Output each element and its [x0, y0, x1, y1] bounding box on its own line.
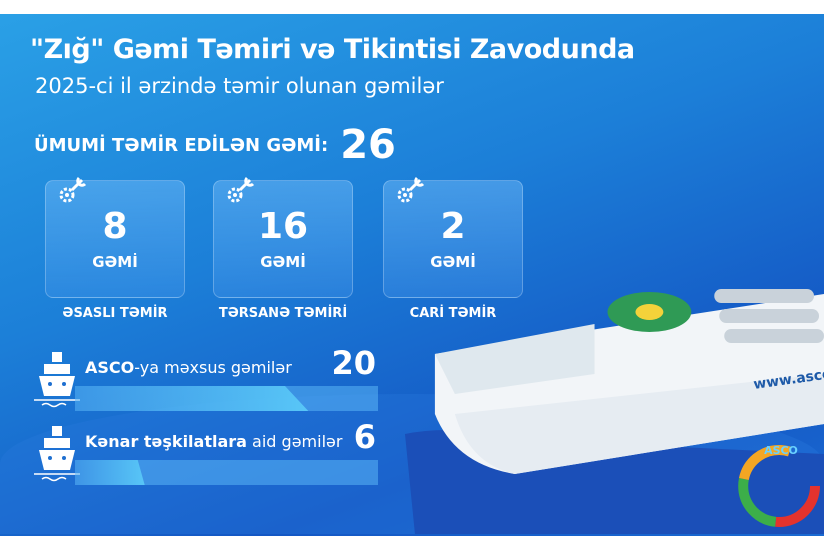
row-value: 20 — [331, 344, 376, 382]
row-bar-fill — [75, 460, 145, 485]
row-label-rest: aid gəmilər — [246, 432, 343, 451]
row-bar — [75, 386, 378, 411]
page-title: "Zığ" Gəmi Təmiri və Tikintisi Zavodunda — [30, 34, 635, 65]
card-label: CARİ TƏMİR — [409, 306, 497, 321]
card-shipyard-repair: 16 GƏMİ — [213, 176, 353, 298]
total-label: ÜMUMİ TƏMİR EDİLƏN GƏMİ: — [34, 134, 329, 156]
total-value: 26 — [340, 122, 396, 168]
row-label: Kənar təşkilatlara aid gəmilər — [85, 432, 342, 451]
row-label-rest: -ya məxsus gəmilər — [134, 358, 292, 377]
row-label-bold: Kənar təşkilatlara — [85, 432, 247, 451]
total-repaired: ÜMUMİ TƏMİR EDİLƏN GƏMİ: 26 — [34, 122, 396, 168]
infographic: "Zığ" Gəmi Təmiri və Tikintisi Zavodunda… — [0, 14, 824, 536]
row-external-ships: Kənar təşkilatlara aid gəmilər 6 — [30, 418, 380, 494]
card-unit: GƏMİ — [92, 253, 138, 271]
card-label: TƏRSANƏ TƏMİRİ — [218, 306, 348, 321]
row-asco-ships: ASCO-ya məxsus gəmilər 20 — [30, 344, 380, 420]
card-current-repair: 2 GƏMİ — [383, 176, 523, 298]
row-bar-fill — [75, 386, 309, 411]
ship-illustration: www.asco ASCO — [404, 289, 824, 534]
ship-icon — [34, 426, 80, 482]
row-value: 6 — [353, 418, 376, 456]
row-label: ASCO-ya məxsus gəmilər — [85, 358, 292, 377]
card-label: ƏSASLI TƏMİR — [62, 306, 168, 321]
card-value: 16 — [257, 206, 309, 247]
card-unit: GƏMİ — [430, 253, 476, 271]
wrench-gear-icon — [59, 176, 87, 203]
asco-logo: ASCO — [738, 444, 821, 527]
logo-text: ASCO — [764, 444, 798, 457]
card-value: 2 — [440, 206, 466, 247]
row-label-bold: ASCO — [85, 358, 135, 377]
ship-icon — [34, 352, 80, 408]
wrench-gear-icon — [397, 176, 425, 203]
card-unit: GƏMİ — [260, 253, 306, 271]
wrench-gear-icon — [227, 176, 255, 203]
card-major-repair: 8 GƏMİ — [45, 176, 185, 298]
row-bar — [75, 460, 378, 485]
card-value: 8 — [102, 206, 128, 247]
page-subtitle: 2025-ci il ərzində təmir olunan gəmilər — [35, 74, 444, 98]
